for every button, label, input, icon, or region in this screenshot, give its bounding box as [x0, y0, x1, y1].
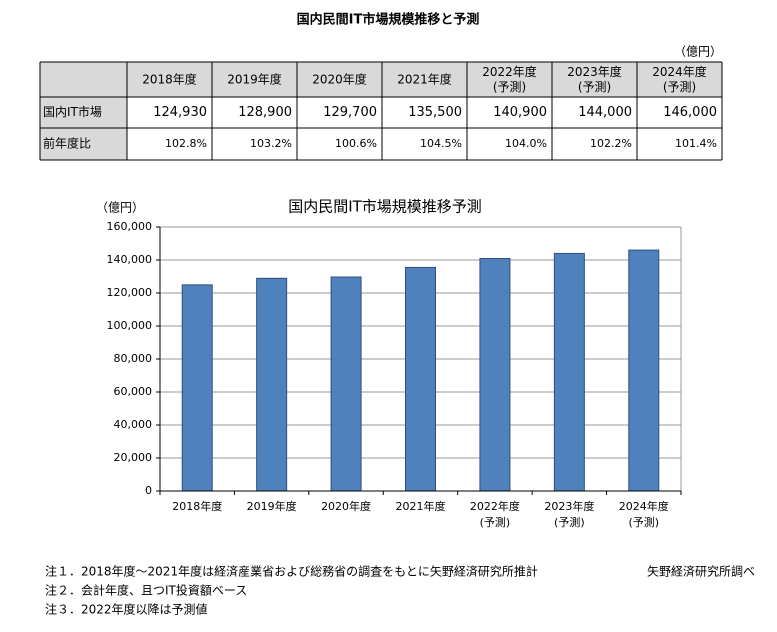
y-tick-label: 20,000: [114, 451, 153, 464]
table-cell: 129,700: [323, 105, 377, 120]
table-cell: 144,000: [578, 105, 632, 120]
table-header: 2023年度: [567, 64, 622, 79]
x-tick-label: 2024年度: [619, 499, 669, 513]
table-cell: 103.2%: [250, 137, 292, 150]
table-cell: 140,900: [493, 105, 547, 120]
table-cell: 101.4%: [675, 137, 717, 150]
y-tick-label: 160,000: [107, 220, 153, 233]
source: 矢野経済研究所調べ: [647, 564, 755, 579]
y-tick-label: 120,000: [107, 286, 153, 299]
x-tick-label: 2021年度: [396, 499, 446, 513]
table-header: 2020年度: [312, 72, 367, 87]
y-tick-label: 100,000: [107, 319, 153, 332]
y-tick-label: 60,000: [114, 385, 153, 398]
table-cell: 146,000: [663, 105, 717, 120]
note: 注１．2018年度～2021年度は経済産業省および総務省の調査をもとに矢野経済研…: [45, 564, 538, 579]
x-tick-label: 2018年度: [172, 499, 222, 513]
table-cell: 128,900: [238, 105, 292, 120]
table-header: 2024年度: [652, 64, 707, 79]
table-row-label: 前年度比: [43, 136, 91, 151]
x-tick-label: 2022年度: [470, 499, 520, 513]
y-tick-label: 140,000: [107, 253, 153, 266]
table-cell: 135,500: [408, 105, 462, 120]
x-tick-label: 2020年度: [321, 499, 371, 513]
bar: [479, 258, 511, 492]
note: 注３．2022年度以降は予測値: [45, 602, 208, 617]
page-title: 国内民間IT市場規模推移と予測: [297, 12, 480, 28]
table-header: (予測): [493, 80, 526, 94]
x-tick-label: (予測): [480, 515, 511, 529]
table-unit: （億円）: [674, 45, 722, 59]
table-cell: 100.6%: [335, 137, 377, 150]
bar: [405, 266, 436, 492]
bar: [330, 276, 362, 492]
table-header-bg: [40, 62, 722, 97]
table-cell: 104.0%: [505, 137, 547, 150]
x-tick-label: 2023年度: [544, 499, 594, 513]
bar: [553, 252, 585, 492]
table-header: 2022年度: [482, 64, 537, 79]
bar: [256, 277, 288, 492]
y-tick-label: 80,000: [114, 352, 153, 365]
x-tick-label: (予測): [554, 515, 585, 529]
x-tick-label: 2019年度: [247, 499, 297, 513]
table-header: 2021年度: [397, 72, 452, 87]
x-tick-label: (予測): [628, 515, 659, 529]
table-header: (予測): [578, 80, 611, 94]
bar: [628, 249, 660, 492]
y-tick-label: 40,000: [114, 418, 153, 431]
bar: [181, 284, 213, 492]
note: 注２．会計年度、且つIT投資額ベース: [45, 583, 247, 598]
table-header: 2018年度: [142, 72, 197, 87]
table-cell: 124,930: [153, 105, 207, 120]
chart-title: 国内民間IT市場規模推移予測: [288, 198, 482, 216]
table-cell: 102.2%: [590, 137, 632, 150]
y-axis-label: （億円）: [96, 201, 144, 215]
y-tick-label: 0: [145, 484, 152, 497]
table-header: (予測): [663, 80, 696, 94]
table-label-bg: [40, 62, 127, 160]
table-row-label: 国内IT市場: [43, 104, 102, 119]
table-cell: 102.8%: [165, 137, 207, 150]
table-cell: 104.5%: [420, 137, 462, 150]
table-header: 2019年度: [227, 72, 282, 87]
